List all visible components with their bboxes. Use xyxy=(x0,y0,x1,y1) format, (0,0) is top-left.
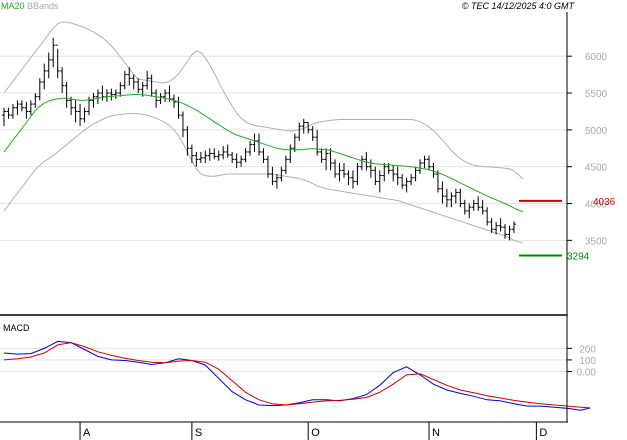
time-tick-label: D xyxy=(539,427,547,439)
macd-tick-label: 200 xyxy=(579,344,596,355)
price-tick-label: 3500 xyxy=(585,236,608,247)
macd-tick-label: 0.00 xyxy=(577,367,597,378)
macd-tick-label: 100 xyxy=(579,356,596,367)
support-label: 3294 xyxy=(567,252,590,263)
price-tick-label: 5500 xyxy=(585,89,608,100)
price-tick-label: 4000 xyxy=(585,200,608,211)
time-tick-label: N xyxy=(432,427,440,439)
time-tick-label: O xyxy=(311,427,320,439)
bbands-upper-line xyxy=(3,21,524,180)
bbands-legend: BBands xyxy=(27,1,59,11)
price-bars xyxy=(2,37,516,241)
bbands-lower-line xyxy=(3,113,524,244)
price-axis-ticks: 6000 5500 5000 4500 4000 3500 xyxy=(567,52,608,247)
macd-line xyxy=(3,340,591,411)
price-tick-label: 5000 xyxy=(585,126,608,137)
macd-signal-line xyxy=(3,342,591,409)
price-tick-label: 4500 xyxy=(585,163,608,174)
ma20-legend: MA20 xyxy=(1,1,25,11)
resistance-label: 4036 xyxy=(593,197,616,208)
copyright-text: © TEC 14/12/2025 4:0 GMT xyxy=(462,1,576,11)
ma20-line xyxy=(3,94,524,213)
time-tick-label: S xyxy=(195,427,202,439)
macd-title: MACD xyxy=(3,323,30,333)
macd-grid xyxy=(0,347,567,372)
price-panel: 6000 5500 5000 4500 4000 3500 4036 3294 xyxy=(0,21,616,263)
time-tick-label: A xyxy=(83,427,91,439)
price-tick-label: 6000 xyxy=(585,52,608,63)
